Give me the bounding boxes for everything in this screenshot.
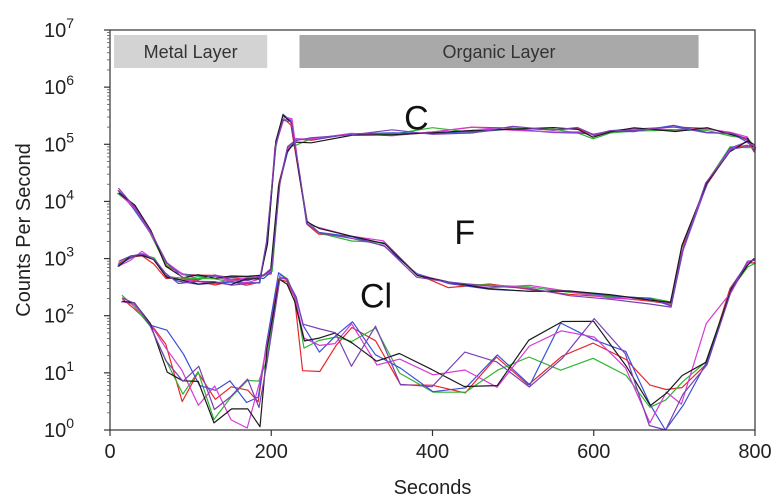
series-trace-C-3 [118,126,756,281]
series-trace-F-2 [117,113,755,307]
y-tick-label-1: 101 [44,358,74,385]
y-tick-label-3: 103 [44,244,74,271]
y-tick-label-4: 104 [44,186,74,213]
y-axis-label: Counts Per Second [13,143,35,316]
series-trace-F-1 [117,118,755,303]
region-label-1: Organic Layer [442,42,555,62]
region-band-1 [299,35,699,68]
series-trace-C-2 [118,124,757,280]
series-label-1: F [454,214,475,252]
series-trace-Cl-2 [121,259,756,431]
y-tick-label-7: 107 [44,15,74,42]
x-tick-label-0: 0 [104,441,115,463]
ticks-layer: 0 200 400 600 800 100 101 102 103 104 105 106 107 [44,15,772,463]
x-tick-label-3: 600 [577,441,610,463]
y-tick-label-5: 105 [44,129,74,156]
series-label-2: Cl [360,277,392,315]
y-tick-label-2: 102 [44,301,74,328]
traces-layer [116,113,757,431]
labels-layer: C F Cl [360,100,475,316]
regions-layer: Metal Layer Organic Layer [114,35,699,68]
series-trace-C-0 [117,126,755,281]
series-trace-Cl-3 [122,257,756,429]
series-trace-Cl-1 [121,262,756,421]
series-trace-C-4 [118,126,756,280]
x-tick-label-4: 800 [738,441,771,463]
region-label-0: Metal Layer [144,42,238,62]
series-trace-C-1 [116,127,757,282]
region-band-0 [114,35,268,68]
y-tick-label-0: 100 [44,415,74,442]
series-trace-Cl-0 [121,262,756,403]
series-trace-F-4 [118,114,756,303]
series-trace-Cl-4 [122,258,755,428]
series-trace-Cl-5 [121,259,755,431]
series-trace-F-5 [118,119,755,308]
y-tick-label-6: 106 [44,72,74,99]
series-trace-C-5 [117,125,755,282]
series-label-0: C [404,100,429,138]
x-tick-label-2: 400 [416,441,449,463]
x-axis-label: Seconds [394,477,472,499]
x-tick-label-1: 200 [255,441,288,463]
